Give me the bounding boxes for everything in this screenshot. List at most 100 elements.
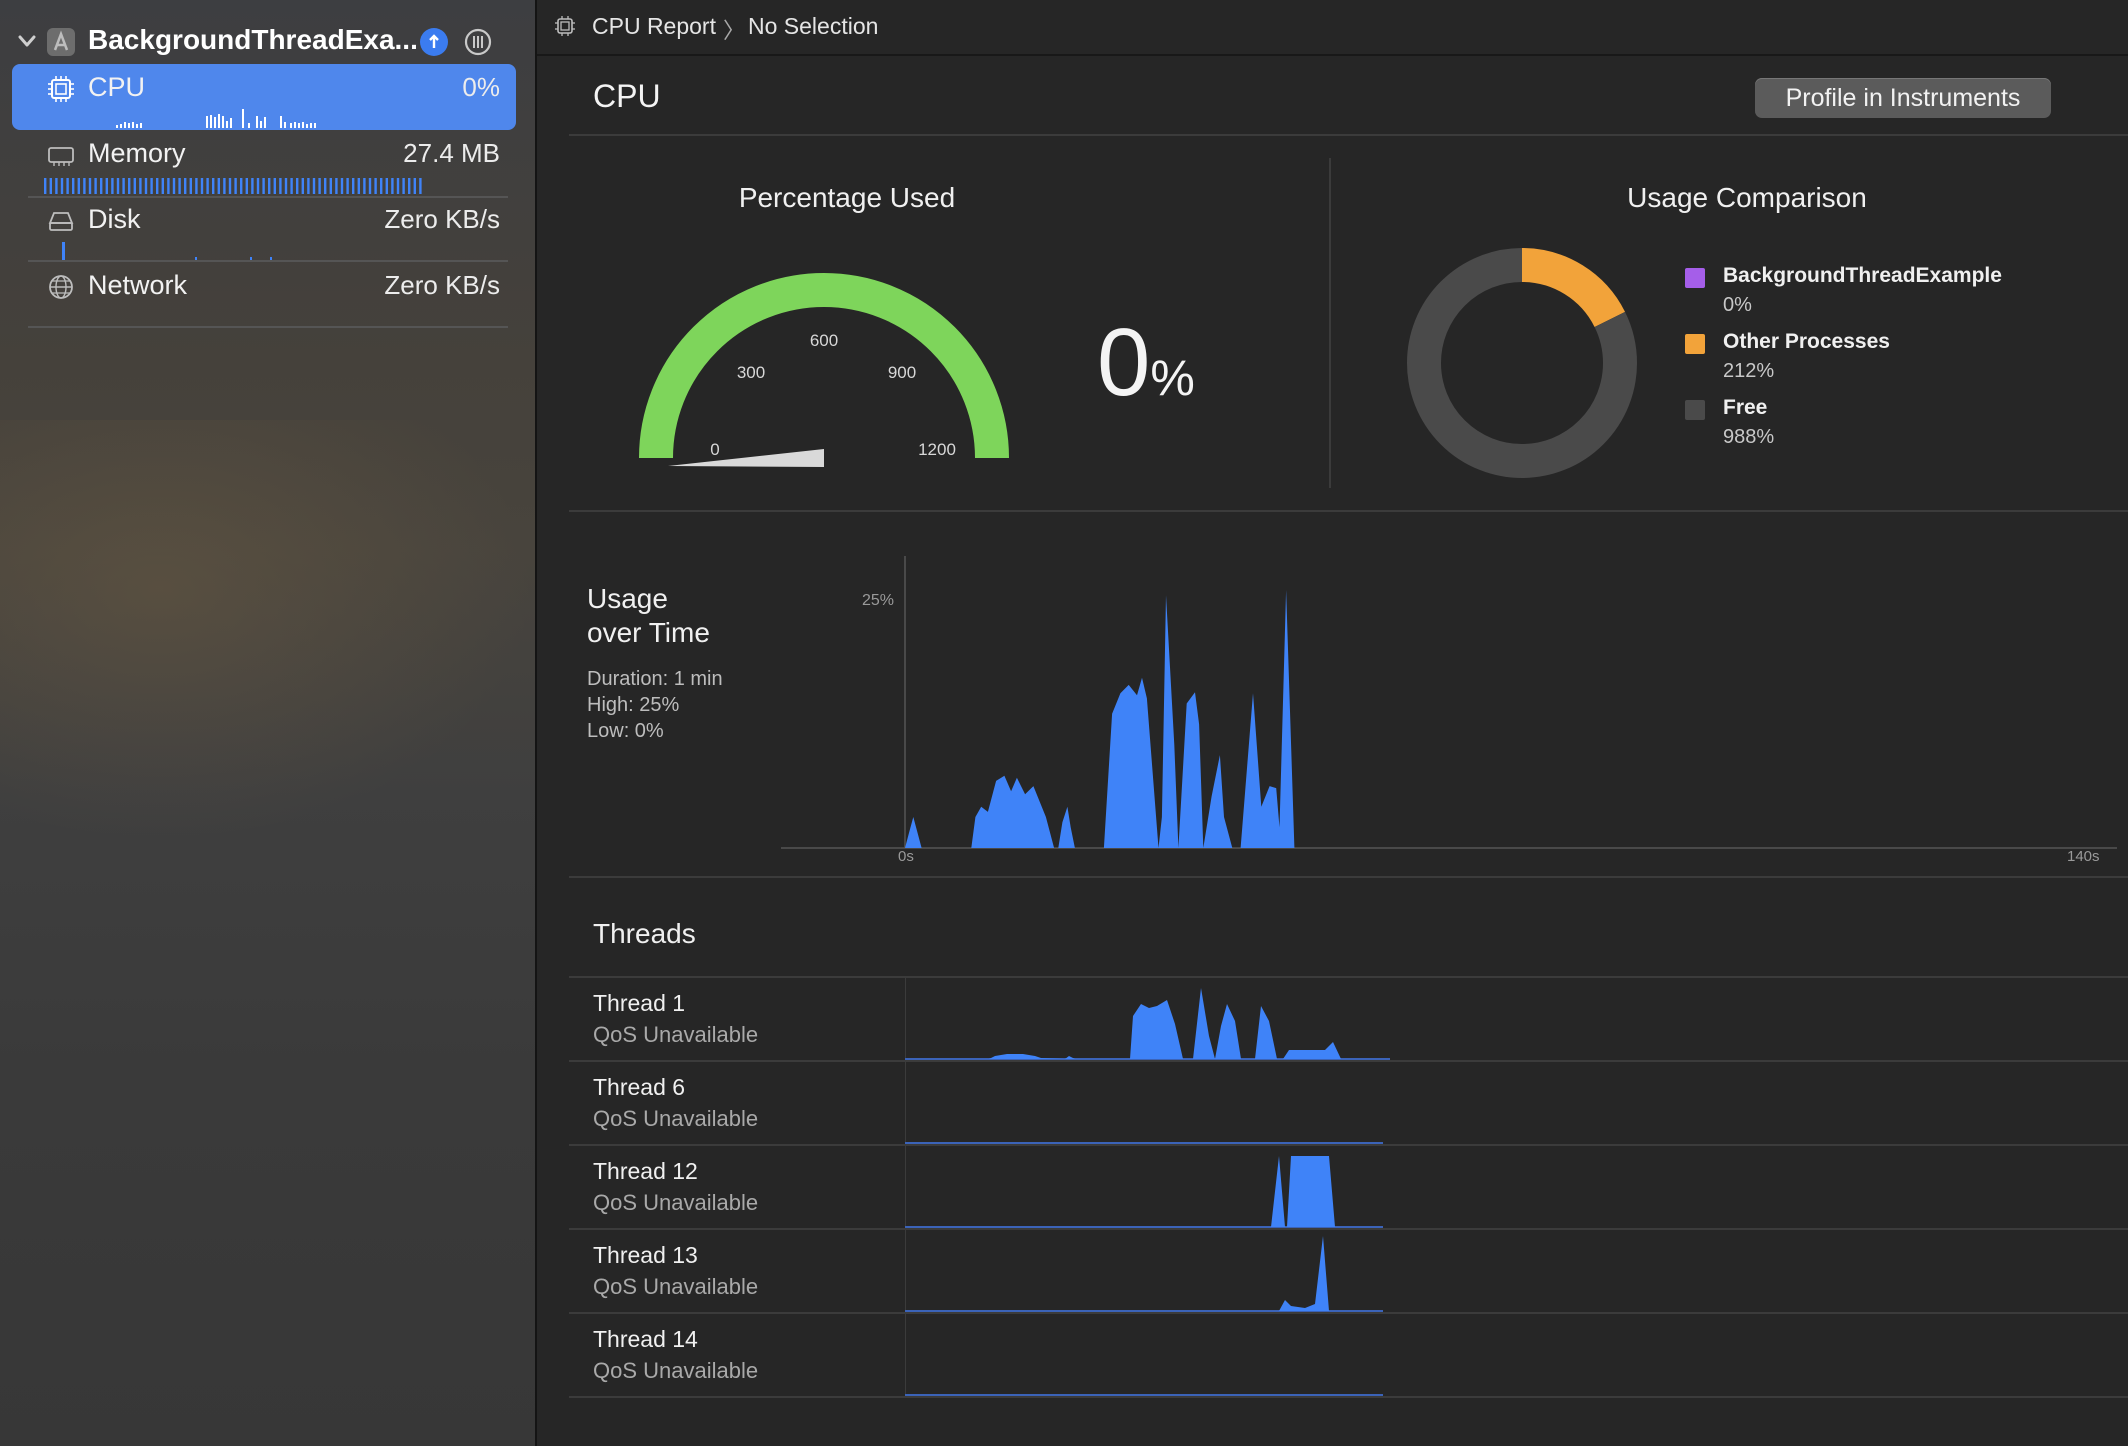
- memory-spark-bar: [251, 178, 254, 194]
- thread-row-12[interactable]: Thread 12 QoS Unavailable: [569, 1144, 2128, 1228]
- breadcrumb-no-selection[interactable]: No Selection: [748, 13, 879, 39]
- memory-spark-bar: [122, 178, 125, 194]
- legend-name: BackgroundThreadExample: [1723, 264, 2002, 287]
- memory-spark-bar: [385, 178, 388, 194]
- usage-area-series: [905, 590, 1295, 848]
- thread-row-13[interactable]: Thread 13 QoS Unavailable: [569, 1228, 2128, 1312]
- usage-over-time-chart[interactable]: 25% 0s 140s: [777, 550, 2117, 870]
- cpu-sparkline: [116, 109, 316, 128]
- memory-spark-bar: [279, 178, 282, 194]
- thread-1-activity-graph: [905, 976, 1390, 1060]
- thread-qos: QoS Unavailable: [593, 1106, 759, 1131]
- thread-row-14[interactable]: Thread 14 QoS Unavailable: [569, 1312, 2128, 1396]
- project-row[interactable]: BackgroundThreadExa...: [0, 18, 535, 68]
- project-name: BackgroundThreadExa...: [88, 24, 418, 55]
- header-divider: [569, 134, 2128, 136]
- memory-spark-bar: [363, 178, 366, 194]
- thread-qos: QoS Unavailable: [593, 1190, 759, 1215]
- memory-spark-bar: [284, 178, 288, 194]
- gauge-label: Memory: [88, 138, 186, 168]
- chevron-down-icon[interactable]: [16, 30, 38, 52]
- debug-navigator-sidebar: BackgroundThreadExa... CPU 0%: [0, 0, 537, 1446]
- gauge-tick-1200: 1200: [918, 440, 956, 459]
- gauge-value: Zero KB/s: [384, 204, 500, 234]
- cpu-percentage-value: 0%: [1097, 308, 1195, 418]
- memory-spark-bar: [324, 178, 327, 194]
- thread-qos: QoS Unavailable: [593, 1274, 759, 1299]
- usage-low: Low: 0%: [587, 720, 664, 742]
- x-tick-end: 140s: [2067, 848, 2100, 865]
- thread-name: Thread 1: [593, 990, 686, 1016]
- thread-row-1[interactable]: Thread 1 QoS Unavailable: [569, 976, 2128, 1060]
- sidebar-divider: [28, 196, 508, 198]
- memory-spark-bar: [184, 178, 187, 194]
- disk-icon: [48, 212, 74, 231]
- memory-spark-bar: [352, 178, 355, 194]
- gauge-tick-900: 900: [888, 363, 916, 382]
- memory-spark-bar: [44, 178, 47, 194]
- sidebar-item-network[interactable]: Network Zero KB/s: [12, 262, 516, 328]
- memory-spark-bar: [408, 178, 411, 194]
- memory-spark-bar: [312, 178, 316, 194]
- memory-spark-bar: [111, 178, 114, 194]
- gauge-value: 27.4 MB: [403, 138, 500, 168]
- memory-spark-bar: [133, 178, 136, 194]
- gauge-tick-0: 0: [710, 440, 719, 459]
- row-divider: [569, 1228, 2128, 1230]
- threads-header-divider: [569, 976, 2128, 978]
- pause-threads-icon[interactable]: [464, 28, 492, 56]
- thread-row-6[interactable]: Thread 6 QoS Unavailable: [569, 1060, 2128, 1144]
- donut-slice-2: [1407, 248, 1637, 478]
- row-divider: [569, 1060, 2128, 1062]
- memory-spark-bar: [100, 178, 103, 194]
- memory-spark-bar: [318, 178, 321, 194]
- memory-spark-bar: [335, 178, 338, 194]
- memory-spark-bar: [262, 178, 265, 194]
- memory-spark-bar: [391, 178, 394, 194]
- page-title: CPU: [593, 78, 661, 114]
- memory-spark-bar: [150, 178, 153, 194]
- percentage-used-title: Percentage Used: [738, 182, 956, 213]
- memory-spark-bar: [240, 178, 243, 194]
- memory-spark-bar: [245, 178, 248, 194]
- memory-spark-bar: [374, 178, 377, 194]
- sidebar-item-disk[interactable]: Disk Zero KB/s: [12, 196, 516, 262]
- sidebar-background-blur: [0, 420, 535, 840]
- gauge-value: Zero KB/s: [384, 270, 500, 300]
- legend-item-app: BackgroundThreadExample 0%: [1685, 262, 2065, 328]
- xcode-app-icon: [47, 28, 75, 56]
- sidebar-item-memory[interactable]: Memory 27.4 MB: [12, 130, 516, 196]
- breadcrumb-cpu-report[interactable]: CPU Report: [592, 13, 716, 39]
- memory-spark-bar: [368, 178, 372, 194]
- memory-sparkline: [44, 178, 422, 194]
- memory-spark-bar: [268, 178, 271, 194]
- memory-spark-bar: [116, 178, 120, 194]
- sidebar-divider: [28, 260, 508, 262]
- cpu-report-editor: CPU Report 〉 No Selection CPU Profile in…: [537, 0, 2128, 1446]
- memory-spark-bar: [189, 178, 192, 194]
- memory-spark-bar: [195, 178, 198, 194]
- memory-icon: [48, 147, 74, 166]
- thread-name: Thread 14: [593, 1326, 698, 1352]
- legend-value: 0%: [1723, 294, 1752, 316]
- memory-spark-bar: [357, 178, 360, 194]
- gauge-tick-600: 600: [810, 331, 838, 350]
- thread-1-activity-area: [989, 988, 1341, 1059]
- memory-spark-bar: [83, 178, 86, 194]
- legend-value: 988%: [1723, 426, 1775, 448]
- memory-spark-bar: [217, 178, 220, 194]
- legend-name: Free: [1723, 396, 1768, 419]
- thread-13-activity-graph: [905, 1228, 1383, 1312]
- cpu-percentage-number: 0: [1097, 309, 1151, 416]
- sidebar-item-cpu[interactable]: CPU 0%: [12, 64, 516, 130]
- profile-in-instruments-button[interactable]: Profile in Instruments: [1755, 78, 2051, 118]
- thread-6-activity-graph: [905, 1060, 1383, 1144]
- memory-spark-bar: [144, 178, 148, 194]
- memory-spark-bar: [60, 178, 64, 194]
- section-divider: [569, 876, 2128, 878]
- info-icon[interactable]: [420, 28, 448, 56]
- memory-spark-bar: [307, 178, 310, 194]
- y-tick-25: 25%: [862, 592, 894, 609]
- memory-spark-bar: [200, 178, 204, 194]
- gauge-tick-300: 300: [737, 363, 765, 382]
